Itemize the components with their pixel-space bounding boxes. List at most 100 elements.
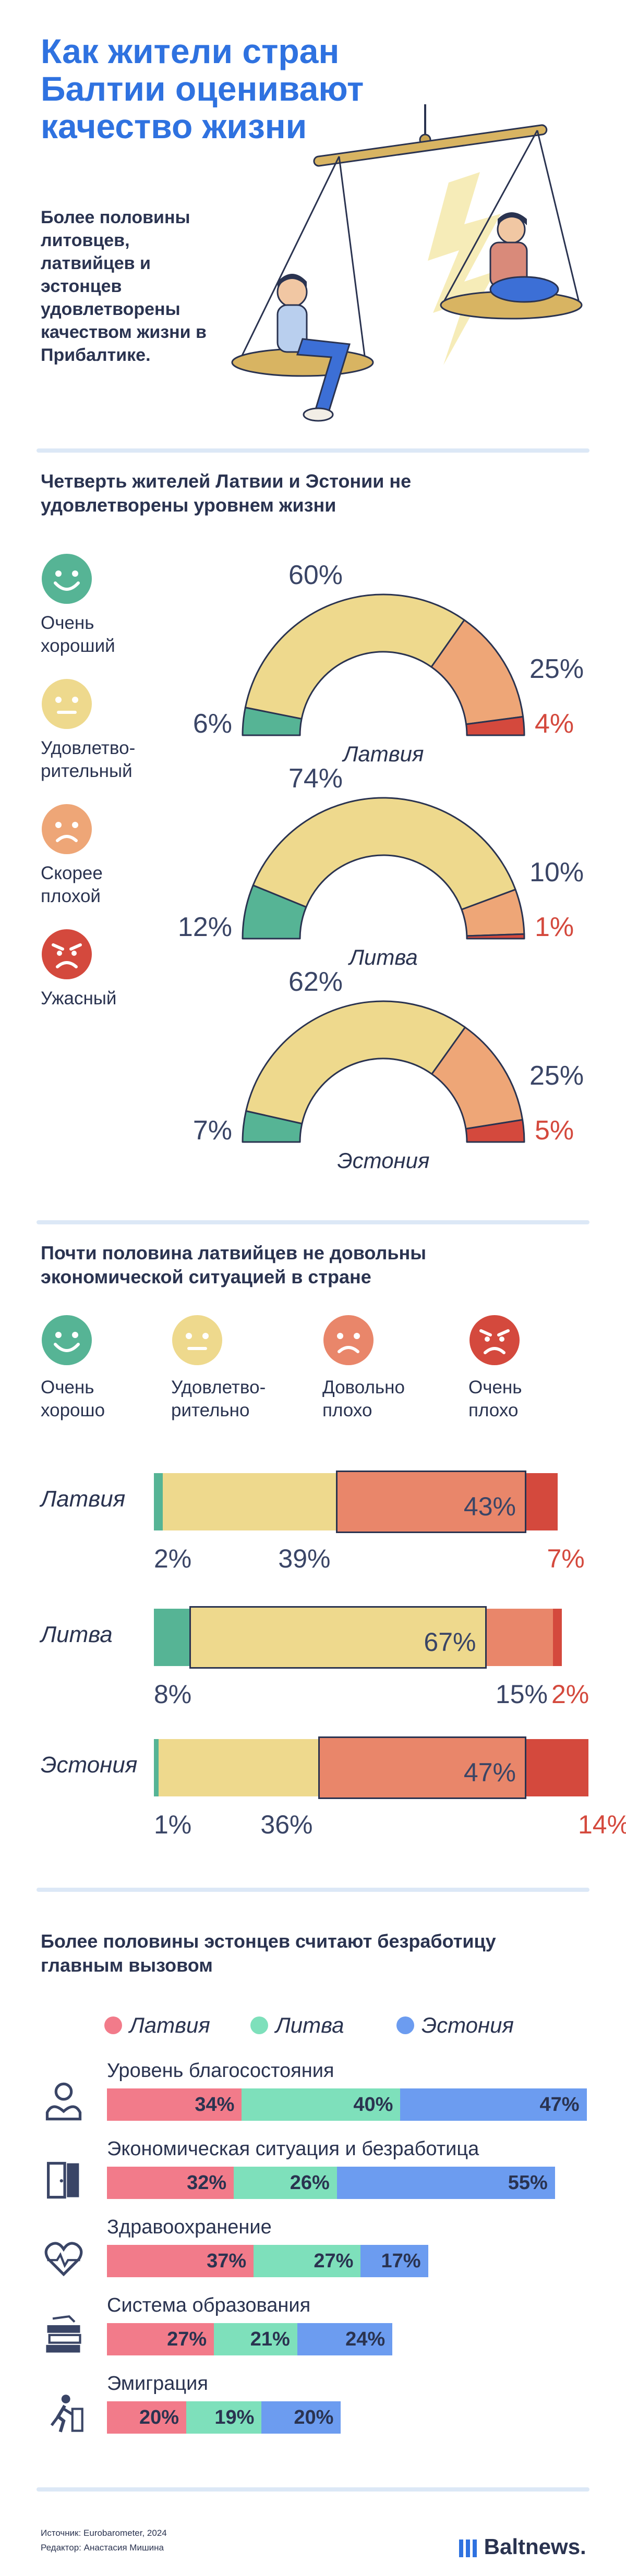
challenge-bar-segment: 19% (186, 2401, 262, 2434)
section-divider-4 (37, 2487, 589, 2492)
legend-label: Очень плохо (468, 1377, 522, 1420)
section-title-economy: Почти половина латвийцев не довольны эко… (41, 1242, 426, 1287)
legend-country-label: Латвия (129, 2013, 210, 2037)
economy-value-label: 47% (463, 1758, 516, 1787)
gauge-value-label: 1% (535, 912, 574, 942)
gauge-value-label: 4% (535, 709, 574, 739)
legend-country-item: Латвия (104, 2013, 210, 2038)
legend-label: Удовлетво-рительный (41, 738, 136, 781)
legend-country-item: Эстония (396, 2013, 514, 2038)
challenge-row: Уровень благосостояния 34% 40% 47% (0, 2060, 626, 2133)
challenge-category-label: Эмиграция (107, 2373, 208, 2395)
gauge-value-label: 60% (288, 563, 343, 590)
angry-face-icon (469, 1315, 520, 1365)
economy-value-label: 2% (551, 1680, 589, 1709)
challenge-bar-segment: 20% (107, 2401, 186, 2434)
very-happy-face-icon (42, 554, 92, 604)
gauge-charts: 6% 60% 25% 4% Латвия 12% 74% 10% 1% Литва 7% 62% 25%… (178, 563, 584, 1173)
economy-row: Латвия 2% 39% 43% 7% (0, 1471, 626, 1596)
economy-value-label: 7% (547, 1544, 585, 1573)
economy-value-label: 14% (578, 1810, 626, 1839)
challenge-bar-segment: 20% (261, 2401, 341, 2434)
sad-face-icon (42, 804, 92, 854)
legend-label: Скорее плохой (41, 863, 103, 906)
challenge-value-label: 24% (345, 2328, 386, 2350)
gauge-segment (465, 1119, 525, 1143)
gauge-segment (465, 715, 525, 736)
gauge-segment (466, 933, 525, 940)
legend-item: Ужасный (41, 928, 145, 1010)
economy-bar-segment (154, 1473, 163, 1530)
legend-label: Ужасный (41, 988, 117, 1008)
challenge-bar-segment: 47% (400, 2088, 587, 2121)
legend-item: Очень хорошо (41, 1314, 135, 1422)
scales-illustration (231, 104, 583, 422)
challenge-value-label: 27% (167, 2328, 207, 2350)
section-divider-2 (37, 1220, 589, 1224)
angry-face-icon (42, 929, 92, 979)
gauge-value-label: 5% (535, 1115, 574, 1146)
gauge-value-label: 7% (193, 1115, 232, 1146)
logo-text: Baltnews. (484, 2534, 586, 2559)
economy-country-label: Эстония (41, 1752, 138, 1778)
emigration-icon (50, 2395, 83, 2433)
gauge-country-label: Эстония (338, 1148, 430, 1173)
gauge-value-label: 10% (529, 857, 584, 888)
challenge-category-label: Экономическая ситуация и безработица (107, 2138, 479, 2160)
economy-row: Литва 8% 67% 15% 2% (0, 1606, 626, 1731)
legend-dot-icon (104, 2016, 122, 2034)
challenge-bar-segment: 27% (254, 2245, 361, 2277)
education-books-icon (46, 2315, 81, 2353)
legend-dot-icon (396, 2016, 414, 2034)
gauge-segment (244, 593, 465, 720)
challenge-category-label: Система образования (107, 2294, 311, 2316)
legend-item: Очень хороший (41, 553, 155, 658)
legend-country-label: Литва (275, 2013, 344, 2037)
legend-economy: Очень хорошо Удовлетво-рительно Довольно… (41, 1314, 594, 1450)
gauge-country-label: Латвия (342, 742, 424, 766)
legend-label: Очень хороший (41, 613, 115, 656)
gauge-1: 12% 74% 10% 1% Литва (178, 763, 584, 969)
legend-country-label: Эстония (422, 2013, 514, 2037)
legend-label: Очень хорошо (41, 1377, 105, 1420)
economy-value-label: 15% (495, 1680, 548, 1709)
challenge-bar-segment: 24% (297, 2323, 393, 2355)
section-title-quality: Четверть жителей Латвии и Эстонии не удо… (41, 470, 412, 516)
challenge-bar-segment: 37% (107, 2245, 254, 2277)
baltnews-logo: Baltnews. (459, 2534, 586, 2559)
challenge-bars: Уровень благосостояния 34% 40% 47% Экономиче… (0, 2060, 626, 2466)
legend-item: Очень плохо (468, 1314, 552, 1422)
legend-dot-icon (250, 2016, 268, 2034)
economy-bar-segment (335, 1471, 526, 1533)
neutral-face-icon (172, 1315, 222, 1365)
challenge-value-label: 26% (290, 2171, 330, 2194)
gauge-value-label: 25% (529, 654, 584, 684)
section-divider-1 (37, 448, 589, 453)
economy-bar-segment (553, 1609, 562, 1666)
gauge-segment (252, 797, 516, 910)
economy-value-label: 39% (278, 1544, 331, 1573)
editor-text: Редактор: Анастасия Мишина (41, 2543, 164, 2553)
economy-bar-segment (318, 1736, 526, 1799)
economy-value-label: 67% (424, 1627, 476, 1657)
legend-country-item: Литва (250, 2013, 344, 2038)
legend-item: Довольно плохо (322, 1314, 416, 1422)
economy-bar-segment (154, 1609, 189, 1666)
logo-bars-icon (459, 2539, 478, 2557)
challenge-value-label: 32% (187, 2171, 227, 2194)
legend-quality: Очень хороший Удовлетво-рительный Скорее… (41, 553, 218, 1022)
gauge-segment (245, 1000, 466, 1125)
economy-bar-segment (486, 1609, 553, 1666)
economy-bar-segment (526, 1473, 558, 1530)
challenge-value-label: 37% (207, 2250, 247, 2272)
neutral-face-icon (42, 679, 92, 729)
legend-item: Удовлетво-рительно (171, 1314, 296, 1422)
challenge-value-label: 27% (314, 2250, 354, 2272)
challenge-value-label: 40% (353, 2093, 393, 2116)
gauge-value-label: 25% (529, 1061, 584, 1091)
challenge-category-label: Здравоохранение (107, 2216, 272, 2238)
economy-bar-segment (158, 1739, 318, 1796)
legend-label: Удовлетво-рительно (171, 1377, 266, 1420)
legend-label: Довольно плохо (322, 1377, 405, 1420)
source-text: Источник: Eurobarometer, 2024 (41, 2528, 167, 2538)
